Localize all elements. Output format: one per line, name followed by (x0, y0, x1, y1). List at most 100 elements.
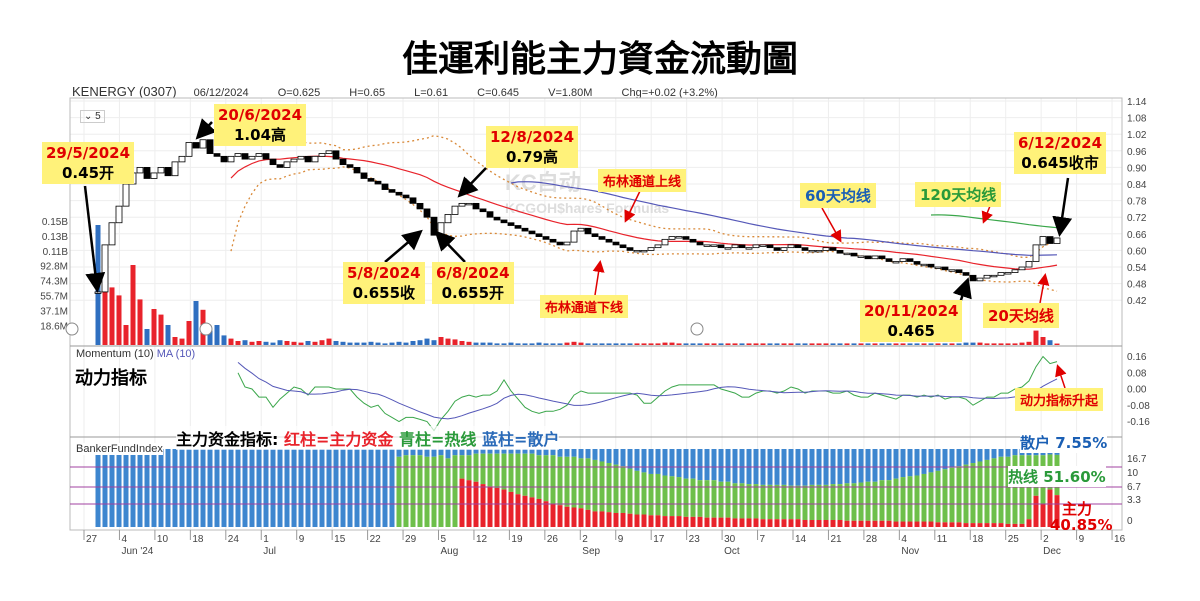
retail-bar (641, 449, 647, 473)
arrow (981, 205, 993, 224)
retail-bar (480, 449, 486, 454)
retail-bar (585, 449, 591, 459)
retail-bar (515, 449, 521, 454)
candle (241, 153, 249, 160)
hot-money-bar (564, 456, 570, 507)
volume-bar (1033, 330, 1039, 345)
candle (220, 155, 228, 163)
main-fund-bar (1026, 519, 1032, 527)
main-fund-bar (648, 515, 654, 527)
candle (857, 255, 865, 258)
event-marker-icon[interactable] (199, 322, 213, 336)
candle (136, 167, 144, 174)
candle (164, 167, 172, 177)
ma120-tag: 120天均线 (915, 182, 1002, 207)
volume-bar (711, 343, 717, 345)
annotation-20-6: 20/6/2024 1.04高 (214, 104, 307, 146)
volume-bar (907, 343, 913, 345)
retail-bar (683, 449, 689, 479)
candle (528, 230, 536, 235)
date-tick: 19 (511, 534, 523, 545)
hot-money-bar (739, 483, 745, 519)
date-tick: 30 (724, 534, 736, 545)
volume-bar (774, 343, 780, 345)
retail-bar (725, 449, 731, 482)
candle (647, 247, 655, 251)
volume-bar (1005, 343, 1011, 345)
hot-money-bar (788, 485, 794, 520)
hot-money-bar (998, 456, 1004, 524)
candle (178, 155, 186, 163)
event-marker-icon[interactable] (690, 322, 704, 336)
retail-bar (291, 449, 297, 527)
candle (871, 255, 879, 260)
candle (1039, 236, 1047, 246)
candle (297, 155, 305, 160)
banker-tick: 10 (1127, 468, 1139, 479)
candle (941, 266, 949, 271)
candle (906, 258, 914, 262)
main-fund-bar (718, 517, 724, 527)
volume-bar (620, 343, 626, 345)
hot-money-bar (613, 464, 619, 513)
retail-bar (676, 449, 682, 478)
retail-bar (361, 449, 367, 527)
annotation-20-11: 20/11/2024 0.465 (860, 300, 963, 342)
candle (150, 172, 158, 179)
candle (794, 244, 802, 249)
quote-change: Chg=+0.02 (+3.2%) (621, 87, 718, 99)
retail-bar (620, 449, 626, 467)
main-fund-bar (956, 522, 962, 527)
retail-bar (284, 449, 290, 527)
main-fund-bar (704, 517, 710, 527)
arrow (624, 190, 641, 223)
retail-bar (298, 449, 304, 527)
hot-money-bar (1019, 455, 1025, 524)
candle (689, 238, 697, 243)
volume-bar (984, 343, 990, 345)
main-fund-bar (900, 521, 906, 527)
candle (206, 139, 214, 154)
volume-bar (130, 265, 136, 345)
arrow (1052, 177, 1073, 237)
candle (353, 167, 361, 174)
month-label: Dec (1043, 546, 1061, 557)
volume-bar (949, 343, 955, 345)
volume-bar (1012, 343, 1018, 345)
hot-money-bar (844, 483, 850, 521)
banker-tick: 16.7 (1127, 454, 1147, 465)
retail-bar (970, 449, 976, 464)
candle (899, 258, 907, 262)
candle (570, 230, 578, 243)
hot-money-bar (522, 453, 528, 496)
volume-bar (284, 341, 290, 345)
main-fund-bar (536, 498, 542, 527)
month-label: Jun '24 (121, 546, 153, 557)
retail-bar (900, 449, 906, 478)
main-fund-bar (935, 522, 941, 527)
main-fund-bar (767, 519, 773, 527)
period-dropdown[interactable]: ⌄ 5 (80, 110, 105, 123)
retail-bar (452, 449, 458, 456)
hot-money-bar (795, 485, 801, 520)
date-tick: 7 (760, 534, 766, 545)
arrow (592, 260, 605, 296)
quote-high: H=0.65 (349, 87, 386, 99)
bollinger-upper-tag: 布林通道上线 (598, 169, 687, 192)
candle (976, 277, 984, 282)
volume-bar (641, 343, 647, 345)
volume-bar (928, 343, 934, 345)
candle (864, 255, 872, 260)
main-fund-bar (732, 518, 738, 527)
volume-bar (844, 343, 850, 345)
volume-bar (571, 341, 577, 345)
moving-averages (230, 155, 1058, 270)
volume-bar (403, 342, 409, 345)
bollinger-lower-tag: 布林通道下线 (540, 295, 629, 318)
retail-bar (732, 449, 738, 484)
volume-bar (991, 343, 997, 345)
annotation-date: 20/6/2024 (218, 106, 303, 124)
volume-bar (116, 295, 122, 345)
volume-bar (501, 343, 507, 345)
event-marker-icon[interactable] (65, 322, 79, 336)
